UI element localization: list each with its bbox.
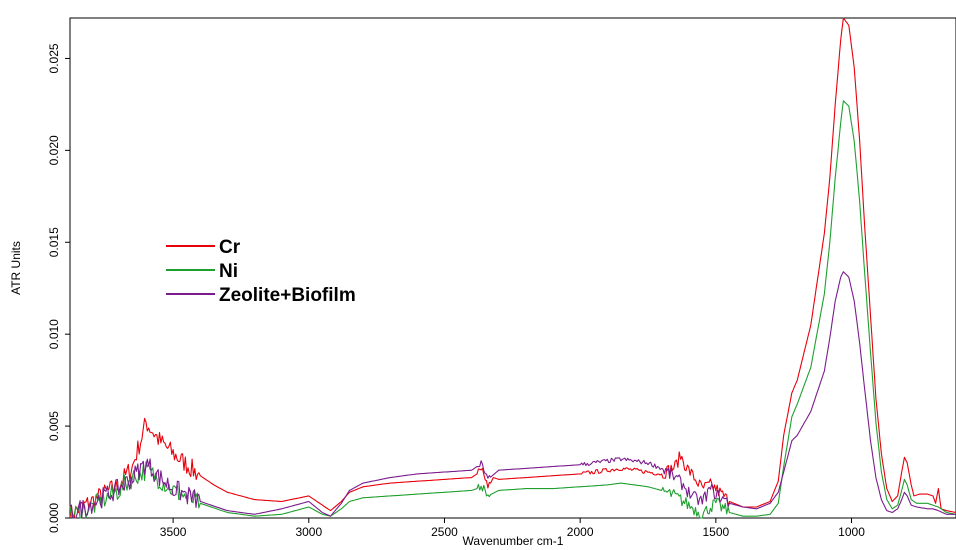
x-tick-label: 2500 [431, 525, 458, 539]
y-tick-label: 0.005 [47, 411, 61, 441]
y-axis-title: ATR Units [9, 241, 23, 295]
x-tick-label: 3500 [160, 525, 187, 539]
x-tick-label: 1000 [838, 525, 865, 539]
x-tick-label: 2000 [567, 525, 594, 539]
y-tick-label: 0.015 [47, 227, 61, 257]
x-axis-ticks: 3500 3000 2500 2000 1500 1000 [160, 518, 865, 539]
x-tick-label: 1500 [702, 525, 729, 539]
y-tick-label: 0.020 [47, 135, 61, 165]
y-tick-label: 0.010 [47, 319, 61, 349]
legend-label: Ni [219, 261, 238, 282]
x-tick-label: 3000 [295, 525, 322, 539]
x-axis-title: Wavenumber cm-1 [463, 534, 564, 548]
y-tick-label: 0.000 [47, 503, 61, 533]
series-line-ni [69, 100, 956, 519]
series-line-zeolite-biofilm [69, 271, 956, 519]
series-line-cr [69, 17, 956, 519]
y-tick-label: 0.025 [47, 43, 61, 73]
legend-label: Zeolite+Biofilm [219, 285, 356, 306]
plot-frame [69, 17, 956, 519]
series-layer [69, 17, 956, 519]
y-axis-ticks: 0.000 0.005 0.010 0.015 0.020 0.025 [47, 43, 70, 533]
legend: Cr Ni Zeolite+Biofilm [166, 237, 356, 306]
legend-label: Cr [219, 237, 241, 258]
